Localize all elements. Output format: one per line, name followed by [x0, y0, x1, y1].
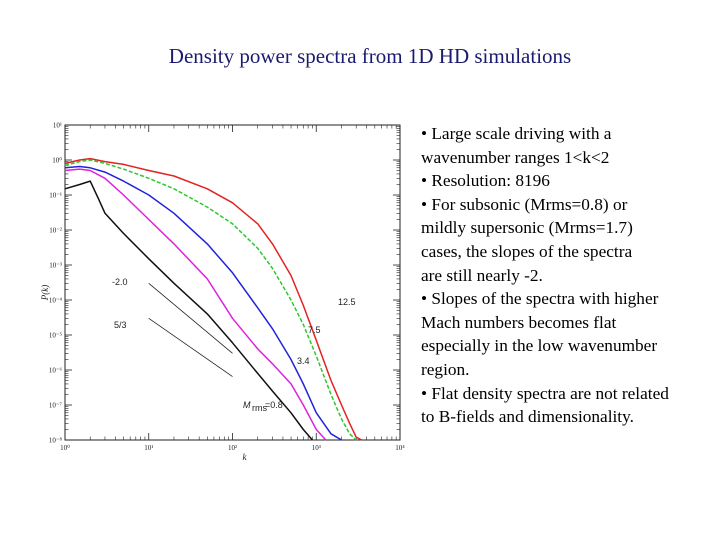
curve-annotation: 12.5: [338, 297, 356, 307]
y-tick-label: 10⁻⁵: [49, 332, 63, 340]
x-tick-label: 10³: [312, 444, 321, 452]
reference-slope-line: [148, 282, 233, 354]
mach-subscript: rms: [252, 403, 267, 413]
curve-annotation: 5/3: [114, 320, 127, 330]
curve-annotation: 7.5: [308, 325, 321, 335]
bullet-line: wavenumber ranges 1<k<2: [421, 147, 610, 167]
x-tick-label: 10²: [228, 444, 237, 452]
x-tick-label: 10⁴: [395, 444, 405, 452]
y-tick-label: 10⁻²: [49, 227, 62, 235]
bullet-line: • For subsonic (Mrms=0.8) or: [421, 194, 628, 214]
reference-slope-line: [148, 317, 233, 377]
x-tick-label: 10⁰: [60, 444, 70, 452]
bullet-line: • Flat density spectra are not related: [421, 383, 669, 403]
y-tick-label: 10⁻¹: [49, 192, 62, 200]
slide-title: Density power spectra from 1D HD simulat…: [168, 44, 572, 68]
mach-label: M: [243, 400, 251, 410]
bullet-line: especially in the low wavenumber: [421, 336, 658, 356]
power-spectrum-chart: 10⁰ 10¹ 10² 10³ 10⁴ 10¹ 10⁰ 10⁻¹ 10⁻² 10⁻³ 10⁻⁴ 10⁻…: [40, 122, 405, 463]
y-tick-label: 10⁻⁷: [49, 402, 63, 410]
series-line-mach-3-4: [64, 165, 342, 441]
bullet-line: • Slopes of the spectra with higher: [421, 289, 659, 309]
series-line-mach-12-5: [64, 157, 363, 441]
curve-annotation: 3.4: [297, 356, 310, 366]
mach-value: =0.8: [265, 400, 283, 410]
series-line-mach-7-5: [64, 159, 357, 441]
bullet-line: • Large scale driving with a: [421, 124, 612, 143]
bullet-line: are still nearly -2.: [421, 265, 543, 285]
y-tick-label: 10⁰: [52, 157, 62, 165]
series-line-mach-1-7: [64, 168, 327, 441]
bullet-line: Mach numbers becomes flat: [421, 312, 617, 332]
y-tick-label: 10⁻⁴: [49, 297, 63, 305]
x-axis-title: k: [243, 452, 248, 462]
bullet-line: cases, the slopes of the spectra: [421, 241, 633, 261]
bullet-line: to B-fields and dimensionality.: [421, 407, 634, 427]
y-tick-label: 10¹: [53, 122, 62, 130]
x-tick-label: 10¹: [144, 444, 153, 452]
y-tick-label: 10⁻⁶: [49, 367, 63, 375]
y-tick-label: 10⁻³: [49, 262, 62, 270]
y-tick-label: 10⁻⁸: [49, 437, 63, 445]
bullet-list: • Large scale driving with a wavenumber r…: [421, 122, 716, 429]
bullet-line: • Resolution: 8196: [421, 171, 550, 191]
y-axis-title: P(k): [40, 285, 50, 302]
power-spectrum-figure: 10⁰ 10¹ 10² 10³ 10⁴ 10¹ 10⁰ 10⁻¹ 10⁻² 10⁻³ 10⁻⁴ 10⁻…: [40, 108, 415, 473]
series-line-mach-0-8: [64, 180, 313, 441]
bullet-line: region.: [421, 359, 470, 379]
bullet-line: mildly supersonic (Mrms=1.7): [421, 218, 633, 238]
curve-annotation: -2.0: [112, 277, 128, 287]
